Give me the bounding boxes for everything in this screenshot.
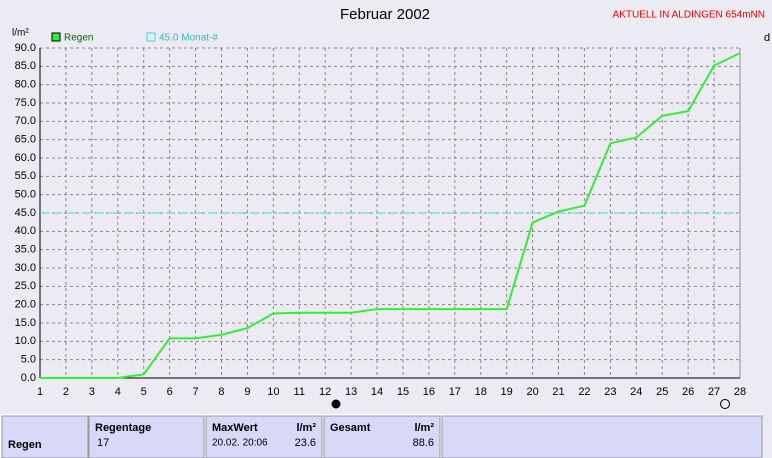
table-cell — [1, 415, 89, 458]
header: Gesamt — [330, 422, 371, 434]
x-tick-label: 7 — [192, 386, 198, 398]
x-tick-label: 21 — [552, 386, 564, 398]
x-tick-label: 20 — [526, 386, 538, 398]
row-label: Regen — [8, 439, 42, 451]
table-cell — [88, 415, 205, 458]
y-tick-label: 60.0 — [15, 152, 36, 164]
y-tick-label: 15.0 — [15, 317, 36, 329]
y-tick-label: 45.0 — [15, 207, 36, 219]
y-tick-label: 70.0 — [15, 115, 36, 127]
series-line — [40, 52, 741, 379]
x-tick-label: 6 — [167, 386, 173, 398]
cell: 17 — [97, 437, 109, 449]
x-tick-label: 9 — [244, 386, 250, 398]
table-cell — [205, 415, 323, 458]
x-tick-label: 8 — [218, 386, 224, 398]
y-tick-label: 0.0 — [21, 372, 36, 384]
y-tick-label: 20.0 — [15, 299, 36, 311]
x-tick-label: 28 — [734, 386, 746, 398]
legend-label: Regen — [64, 33, 93, 44]
table-cell — [441, 415, 763, 458]
x-tick-label: 26 — [682, 386, 694, 398]
chart-title: Februar 2002 — [340, 6, 430, 23]
x-tick-label: 22 — [578, 386, 590, 398]
cell: 23.6 — [295, 437, 316, 449]
y-tick-label: 80.0 — [15, 79, 36, 91]
y-tick-label: 10.0 — [15, 335, 36, 347]
subtitle: AKTUELL IN ALDINGEN 654mNN — [613, 10, 765, 21]
x-tick-label: 4 — [115, 386, 121, 398]
legend-swatch — [51, 32, 61, 42]
y-tick-label: 85.0 — [15, 60, 36, 72]
x-tick-label: 25 — [656, 386, 668, 398]
y-tick-label: 65.0 — [15, 134, 36, 146]
x-tick-label: 16 — [423, 386, 435, 398]
y-tick-label: 5.0 — [21, 354, 36, 366]
x-tick-label: 19 — [501, 386, 513, 398]
x-tick-label: 15 — [397, 386, 409, 398]
x-tick-label: 23 — [604, 386, 616, 398]
y-tick-label: 50.0 — [15, 189, 36, 201]
y-tick-label: 25.0 — [15, 280, 36, 292]
x-tick-label: 24 — [630, 386, 642, 398]
cell: 88.6 — [413, 437, 434, 449]
table-cell — [323, 415, 441, 458]
x-tick-label: 5 — [141, 386, 147, 398]
y-tick-label: 30.0 — [15, 262, 36, 274]
y-tick-label: 75.0 — [15, 97, 36, 109]
x-axis-label: d — [764, 32, 770, 44]
y-tick-label: 55.0 — [15, 170, 36, 182]
new-moon-icon — [331, 399, 341, 409]
full-moon-icon — [720, 399, 730, 409]
x-tick-label: 1 — [37, 386, 43, 398]
header: MaxWert — [212, 422, 258, 434]
x-tick-label: 27 — [708, 386, 720, 398]
x-tick-label: 11 — [294, 386, 305, 398]
unit: l/m² — [296, 422, 316, 434]
x-tick-label: 17 — [449, 386, 461, 398]
header: Regentage — [95, 422, 151, 434]
unit: l/m² — [414, 422, 434, 434]
x-tick-label: 12 — [319, 386, 331, 398]
x-tick-label: 18 — [475, 386, 487, 398]
x-tick-label: 3 — [89, 386, 95, 398]
x-tick-label: 13 — [345, 386, 357, 398]
x-tick-label: 14 — [371, 386, 383, 398]
x-tick-label: 10 — [267, 386, 279, 398]
y-tick-label: 90.0 — [15, 42, 36, 54]
cell: 20.02. 20:06 — [212, 438, 268, 449]
legend-swatch — [146, 32, 156, 42]
y-axis-label: l/m² — [12, 28, 29, 39]
y-tick-label: 40.0 — [15, 225, 36, 237]
reference-label: 45.0 Monat-# — [159, 33, 218, 44]
x-tick-label: 2 — [63, 386, 69, 398]
y-tick-label: 35.0 — [15, 244, 36, 256]
